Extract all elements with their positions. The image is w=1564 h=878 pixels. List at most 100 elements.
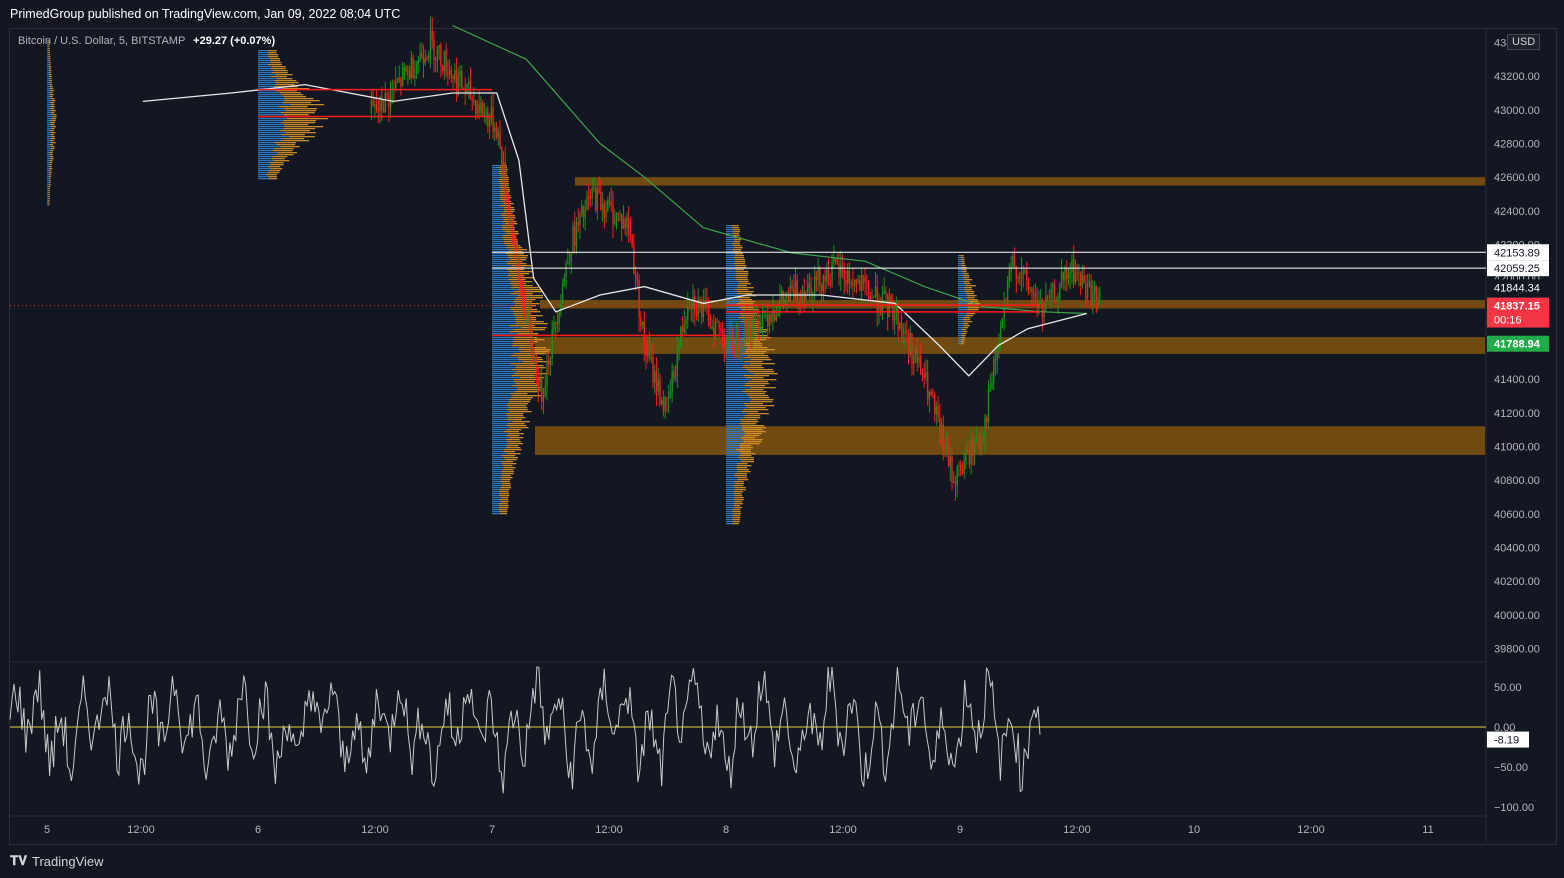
profile-day2-buy-bar (258, 112, 281, 114)
profile-day4-buy-bar (726, 303, 738, 305)
profile-day4-sell-bar (746, 377, 764, 379)
support-zone (535, 426, 1485, 455)
support-zone (540, 300, 1485, 309)
candle-body (424, 58, 426, 64)
profile-day3-buy-bar (492, 247, 507, 249)
candle-body (633, 246, 635, 275)
profile-day3-buy-bar (492, 297, 516, 299)
profile-day4-buy-bar (726, 291, 738, 293)
profile-day3-sell-bar (513, 353, 546, 355)
profile-day1-buy-bar (47, 48, 49, 50)
profile-day3-sell-bar (507, 443, 524, 445)
profile-day2-sell-bar (281, 94, 304, 96)
profile-day4-sell-bar (744, 417, 761, 419)
time-tick-label: 9 (957, 824, 963, 836)
profile-day5-buy-bar (958, 321, 965, 323)
profile-day3-buy-bar (492, 395, 513, 397)
profile-day2-buy-bar (258, 136, 289, 138)
profile-day3-buy-bar (492, 393, 511, 395)
candle-body (415, 64, 418, 76)
profile-day3-sell-bar (509, 249, 527, 251)
candle-body (417, 60, 420, 65)
profile-day3-sell-bar (518, 359, 543, 361)
profile-day1-sell-bar (49, 78, 52, 80)
profile-day3-buy-bar (492, 449, 504, 451)
candle-body (530, 327, 533, 348)
profile-day2-sell-bar (273, 70, 288, 72)
profile-day3-buy-bar (492, 219, 505, 221)
profile-day2-sell-bar (267, 172, 280, 174)
profile-day5-buy-bar (958, 309, 968, 311)
candle-body (681, 326, 684, 332)
candle-body (933, 397, 936, 414)
profile-day1-buy-bar (47, 106, 51, 108)
candle-body (547, 361, 550, 366)
time-tick-label: 12:00 (1063, 824, 1091, 836)
profile-day4-buy-bar (726, 371, 749, 373)
profile-day3-buy-bar (492, 495, 499, 497)
candle-body (753, 315, 755, 328)
profile-day1-buy-bar (47, 50, 49, 52)
tradingview-brand[interactable]: 𝐓𝐕 TradingView (10, 853, 104, 869)
profile-day3-buy-bar (492, 227, 503, 229)
profile-day5-sell-bar (968, 301, 979, 303)
profile-day4-sell-bar (736, 297, 750, 299)
profile-day2-sell-bar (269, 162, 284, 164)
profile-day5-sell-bar (960, 341, 965, 343)
profile-day4-sell-bar (740, 459, 754, 461)
profile-day4-buy-bar (726, 289, 735, 291)
profile-day5-buy-bar (958, 343, 962, 345)
candle-body (862, 275, 865, 277)
profile-day3-buy-bar (492, 419, 507, 421)
profile-day1-buy-bar (47, 92, 50, 94)
candle-body (405, 67, 407, 72)
candle-body (434, 57, 437, 61)
candle-body (935, 406, 938, 414)
profile-day4-sell-bar (745, 405, 775, 407)
profile-day1-sell-bar (50, 134, 54, 136)
profile-day3-sell-bar (501, 475, 511, 477)
candle-body (721, 328, 724, 339)
profile-day5-sell-bar (962, 271, 967, 273)
candle-body (419, 53, 421, 61)
profile-day5-sell-bar (966, 293, 974, 295)
profile-day5-buy-bar (958, 287, 964, 289)
profile-day3-buy-bar (492, 355, 512, 357)
profile-day3-sell-bar (517, 295, 544, 297)
candle-body (730, 331, 732, 333)
profile-day3-sell-bar (502, 469, 514, 471)
candle-body (1013, 256, 1016, 268)
profile-day4-buy-bar (726, 451, 739, 453)
profile-day5-sell-bar (966, 295, 977, 297)
profile-day3-buy-bar (492, 445, 507, 447)
candle-body (867, 282, 870, 293)
currency-button[interactable]: USD (1507, 34, 1541, 50)
profile-day2-buy-bar (258, 174, 266, 176)
profile-day4-buy-bar (726, 379, 753, 381)
profile-day5-sell-bar (963, 287, 972, 289)
candle-body (956, 465, 958, 487)
profile-day4-sell-bar (748, 371, 775, 373)
profile-day3-buy-bar (492, 223, 505, 225)
profile-day4-buy-bar (726, 375, 744, 377)
osc-value-box (1487, 731, 1529, 748)
profile-day4-sell-bar (736, 273, 749, 275)
profile-day1-buy-bar (47, 148, 51, 150)
profile-day3-sell-bar (513, 313, 532, 315)
profile-day4-sell-bar (735, 277, 748, 279)
candle-body (836, 261, 838, 264)
profile-day3-buy-bar (492, 347, 520, 349)
profile-day1-sell-bar (48, 50, 50, 52)
profile-day4-buy-bar (726, 509, 733, 511)
symbol-legend[interactable]: Bitcoin / U.S. Dollar, 5, BITSTAMP +29.2… (18, 35, 275, 47)
profile-day3-sell-bar (499, 493, 510, 495)
profile-day2-sell-bar (268, 52, 277, 54)
profile-day2-sell-bar (274, 142, 297, 144)
candle-body (669, 391, 672, 397)
profile-day3-sell-bar (506, 419, 522, 421)
profile-day4-sell-bar (741, 429, 763, 431)
profile-day3-buy-bar (492, 357, 518, 359)
candle-body (1015, 267, 1018, 279)
profile-day1-buy-bar (47, 82, 50, 84)
